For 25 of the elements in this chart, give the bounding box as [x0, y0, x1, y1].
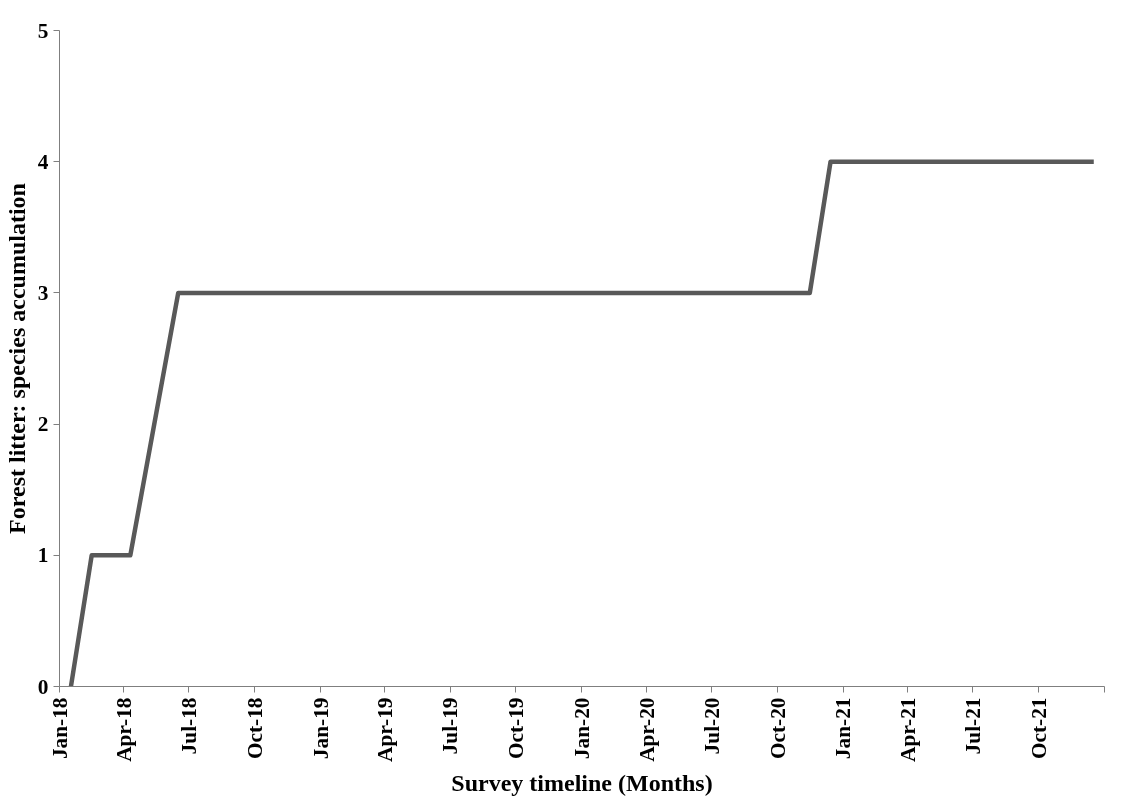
x-tick-label: Oct-21 [1026, 697, 1051, 760]
x-tick-label: Oct-18 [242, 697, 267, 760]
y-tick-label: 0 [37, 674, 49, 699]
x-tick-label: Apr-21 [895, 697, 920, 762]
x-tick-label: Jan-19 [308, 697, 333, 760]
y-tick-label: 4 [37, 149, 49, 174]
x-tick-label: Jan-18 [47, 697, 72, 760]
y-tick-label: 3 [37, 280, 49, 305]
x-axis-title: Survey timeline (Months) [451, 769, 713, 796]
x-tick-label: Jul-18 [176, 697, 201, 755]
x-tick-label: Apr-19 [372, 697, 397, 762]
x-tick-label: Oct-20 [765, 697, 790, 760]
y-tick-label: 5 [37, 18, 49, 43]
y-axis-title: Forest litter: species accumulation [3, 183, 30, 534]
x-tick-label: Oct-19 [503, 697, 528, 760]
x-tick-label: Jan-21 [831, 697, 856, 760]
line-series [68, 159, 1097, 687]
x-tick-label: Jan-20 [569, 697, 594, 760]
x-tick-label: Jul-21 [960, 697, 985, 755]
y-tick-label: 1 [37, 543, 49, 568]
x-tick-label: Apr-20 [634, 697, 659, 762]
x-tick-label: Jul-20 [699, 697, 724, 755]
x-tick-label: Jul-19 [438, 697, 463, 755]
y-tick-label: 2 [37, 412, 49, 437]
x-tick-label: Apr-18 [111, 697, 136, 762]
